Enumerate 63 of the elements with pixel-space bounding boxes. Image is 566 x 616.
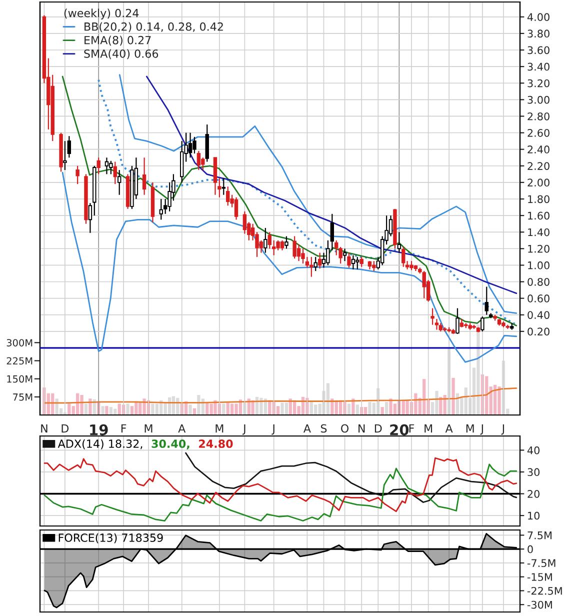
x-tick-label: A (303, 424, 311, 432)
x-tick-label: D (374, 424, 382, 432)
x-tick-label: J (501, 424, 504, 435)
x-tick-label: J (272, 424, 274, 435)
y-tick-label: 40 (527, 446, 540, 454)
y-tick-label: -30M (527, 600, 552, 609)
y-tick-label: 0.60 (528, 294, 550, 302)
x-tick-label: A (178, 424, 186, 432)
y-tick-label: 7.5M (528, 532, 552, 540)
y-tick-label: 1.80 (528, 195, 550, 204)
y-tick-label: 2.40 (528, 146, 550, 154)
x-tick-label: D (62, 424, 69, 432)
y-tick-label: 4.00 (527, 13, 550, 22)
y-tick-label: 3.20 (528, 79, 550, 88)
y-tick-label: 2.20 (528, 162, 550, 170)
legend-title: (weekly) 0.24 (64, 8, 139, 20)
y2-tick-label: 75M (13, 394, 32, 401)
y-tick-label: 2.60 (528, 128, 550, 137)
y-tick-label: 3.60 (528, 46, 550, 54)
text: 30.40, (152, 440, 190, 450)
legend-label: EMA(8) 0.27 (84, 36, 151, 46)
text: 24.80 (199, 440, 233, 448)
x-tick-label: 19 (90, 424, 108, 436)
y-tick-label: 2.00 (528, 178, 550, 187)
y-tick-label: 0.40 (528, 311, 550, 319)
y-tick-label: 30 (528, 468, 540, 476)
y-tick-label: 20 (528, 490, 540, 498)
y-tick-label: 1.20 (528, 244, 550, 253)
y-tick-label: 0.20 (528, 328, 550, 336)
legend-label: FORCE(13) 718359 (58, 533, 163, 544)
y-tick-label: 3.00 (528, 96, 550, 104)
x-tick-label: M (466, 424, 474, 432)
y-tick-label: -7.5M (527, 559, 556, 568)
y-tick-label: -15M (527, 573, 552, 581)
x-tick-label: M (144, 424, 152, 432)
x-tick-label: J (480, 424, 483, 435)
y-tick-label: 1.00 (528, 261, 550, 270)
x-tick-label: O (341, 424, 349, 433)
x-tick-label: 20 (390, 424, 409, 436)
y-tick-label: -22.5M (527, 586, 562, 595)
x-tick-label: A (445, 424, 453, 432)
y2-tick-label: 225M (6, 357, 32, 365)
legend-label: SMA(40) 0.66 (84, 49, 158, 60)
y-tick-label: 0 (528, 545, 533, 554)
x-tick-label: F (121, 424, 126, 432)
x-tick-label: M (424, 424, 432, 432)
y-tick-label: 0.80 (528, 278, 550, 286)
x-tick-label: N (358, 424, 365, 432)
legend-label: ADX(14) 18.32, (58, 439, 142, 450)
legend-label: BB(20,2) 0.14, 0.28, 0.42 (84, 22, 223, 32)
y-tick-label: 2.80 (528, 112, 550, 120)
y-tick-label: 1.40 (528, 228, 550, 236)
y-tick-label: 3.80 (528, 30, 550, 38)
x-tick-label: M (216, 424, 224, 432)
x-tick-label: N (41, 424, 48, 432)
y2-tick-label: 150M (7, 375, 32, 383)
y-tick-label: 1.60 (528, 212, 550, 220)
y-tick-label: 3.40 (528, 62, 550, 71)
x-tick-label: F (409, 424, 414, 432)
x-tick-label: J (242, 424, 246, 435)
x-tick-label: S (320, 424, 327, 433)
y-tick-label: 10 (528, 512, 540, 520)
y2-tick-label: 300M (6, 339, 32, 346)
